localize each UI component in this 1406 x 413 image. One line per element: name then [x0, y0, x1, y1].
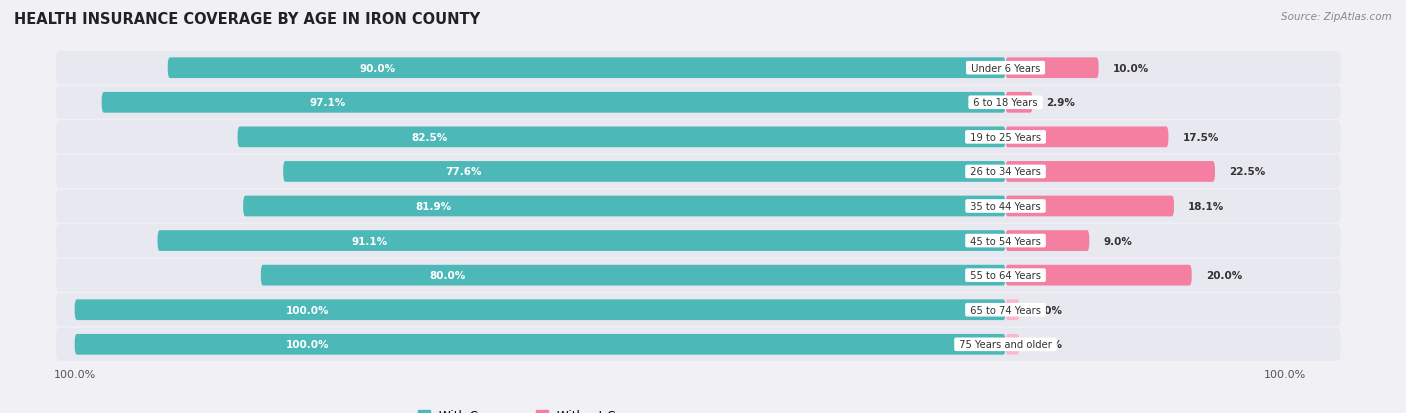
Text: 35 to 44 Years: 35 to 44 Years — [967, 202, 1045, 211]
Text: Source: ZipAtlas.com: Source: ZipAtlas.com — [1281, 12, 1392, 22]
FancyBboxPatch shape — [56, 328, 1341, 361]
FancyBboxPatch shape — [1005, 299, 1019, 320]
FancyBboxPatch shape — [238, 127, 1005, 148]
FancyBboxPatch shape — [56, 190, 1341, 223]
Text: 82.5%: 82.5% — [412, 133, 447, 142]
FancyBboxPatch shape — [1005, 265, 1192, 286]
Text: 9.0%: 9.0% — [1104, 236, 1132, 246]
Text: 19 to 25 Years: 19 to 25 Years — [967, 133, 1045, 142]
FancyBboxPatch shape — [157, 230, 1005, 252]
FancyBboxPatch shape — [1005, 93, 1032, 114]
Text: 26 to 34 Years: 26 to 34 Years — [967, 167, 1045, 177]
FancyBboxPatch shape — [167, 58, 1005, 79]
FancyBboxPatch shape — [56, 293, 1341, 327]
Text: 10.0%: 10.0% — [1112, 64, 1149, 74]
Text: 17.5%: 17.5% — [1182, 133, 1219, 142]
Text: 20.0%: 20.0% — [1206, 271, 1241, 280]
Text: 55 to 64 Years: 55 to 64 Years — [967, 271, 1045, 280]
Legend: With Coverage, Without Coverage: With Coverage, Without Coverage — [413, 404, 669, 413]
FancyBboxPatch shape — [56, 224, 1341, 258]
Text: 45 to 54 Years: 45 to 54 Years — [967, 236, 1045, 246]
Text: 6 to 18 Years: 6 to 18 Years — [970, 98, 1040, 108]
Text: 0.0%: 0.0% — [1033, 339, 1063, 349]
Text: 0.0%: 0.0% — [1033, 305, 1063, 315]
FancyBboxPatch shape — [1005, 196, 1174, 217]
FancyBboxPatch shape — [283, 161, 1005, 183]
FancyBboxPatch shape — [75, 334, 1005, 355]
FancyBboxPatch shape — [56, 155, 1341, 189]
FancyBboxPatch shape — [56, 52, 1341, 85]
Text: 80.0%: 80.0% — [429, 271, 465, 280]
Text: HEALTH INSURANCE COVERAGE BY AGE IN IRON COUNTY: HEALTH INSURANCE COVERAGE BY AGE IN IRON… — [14, 12, 481, 27]
FancyBboxPatch shape — [75, 299, 1005, 320]
Text: 65 to 74 Years: 65 to 74 Years — [967, 305, 1045, 315]
Text: 77.6%: 77.6% — [446, 167, 482, 177]
Text: 90.0%: 90.0% — [359, 64, 395, 74]
Text: 97.1%: 97.1% — [309, 98, 346, 108]
FancyBboxPatch shape — [56, 259, 1341, 292]
FancyBboxPatch shape — [1005, 334, 1019, 355]
Text: 18.1%: 18.1% — [1188, 202, 1225, 211]
FancyBboxPatch shape — [243, 196, 1005, 217]
FancyBboxPatch shape — [56, 121, 1341, 154]
FancyBboxPatch shape — [101, 93, 1005, 114]
Text: Under 6 Years: Under 6 Years — [967, 64, 1043, 74]
Text: 100.0%: 100.0% — [285, 339, 329, 349]
FancyBboxPatch shape — [262, 265, 1005, 286]
Text: 81.9%: 81.9% — [416, 202, 451, 211]
FancyBboxPatch shape — [1005, 127, 1168, 148]
Text: 100.0%: 100.0% — [285, 305, 329, 315]
Text: 91.1%: 91.1% — [352, 236, 388, 246]
Text: 75 Years and older: 75 Years and older — [956, 339, 1054, 349]
Text: 2.9%: 2.9% — [1046, 98, 1076, 108]
FancyBboxPatch shape — [1005, 58, 1098, 79]
FancyBboxPatch shape — [56, 86, 1341, 120]
FancyBboxPatch shape — [1005, 230, 1090, 252]
FancyBboxPatch shape — [1005, 161, 1215, 183]
Text: 22.5%: 22.5% — [1229, 167, 1265, 177]
